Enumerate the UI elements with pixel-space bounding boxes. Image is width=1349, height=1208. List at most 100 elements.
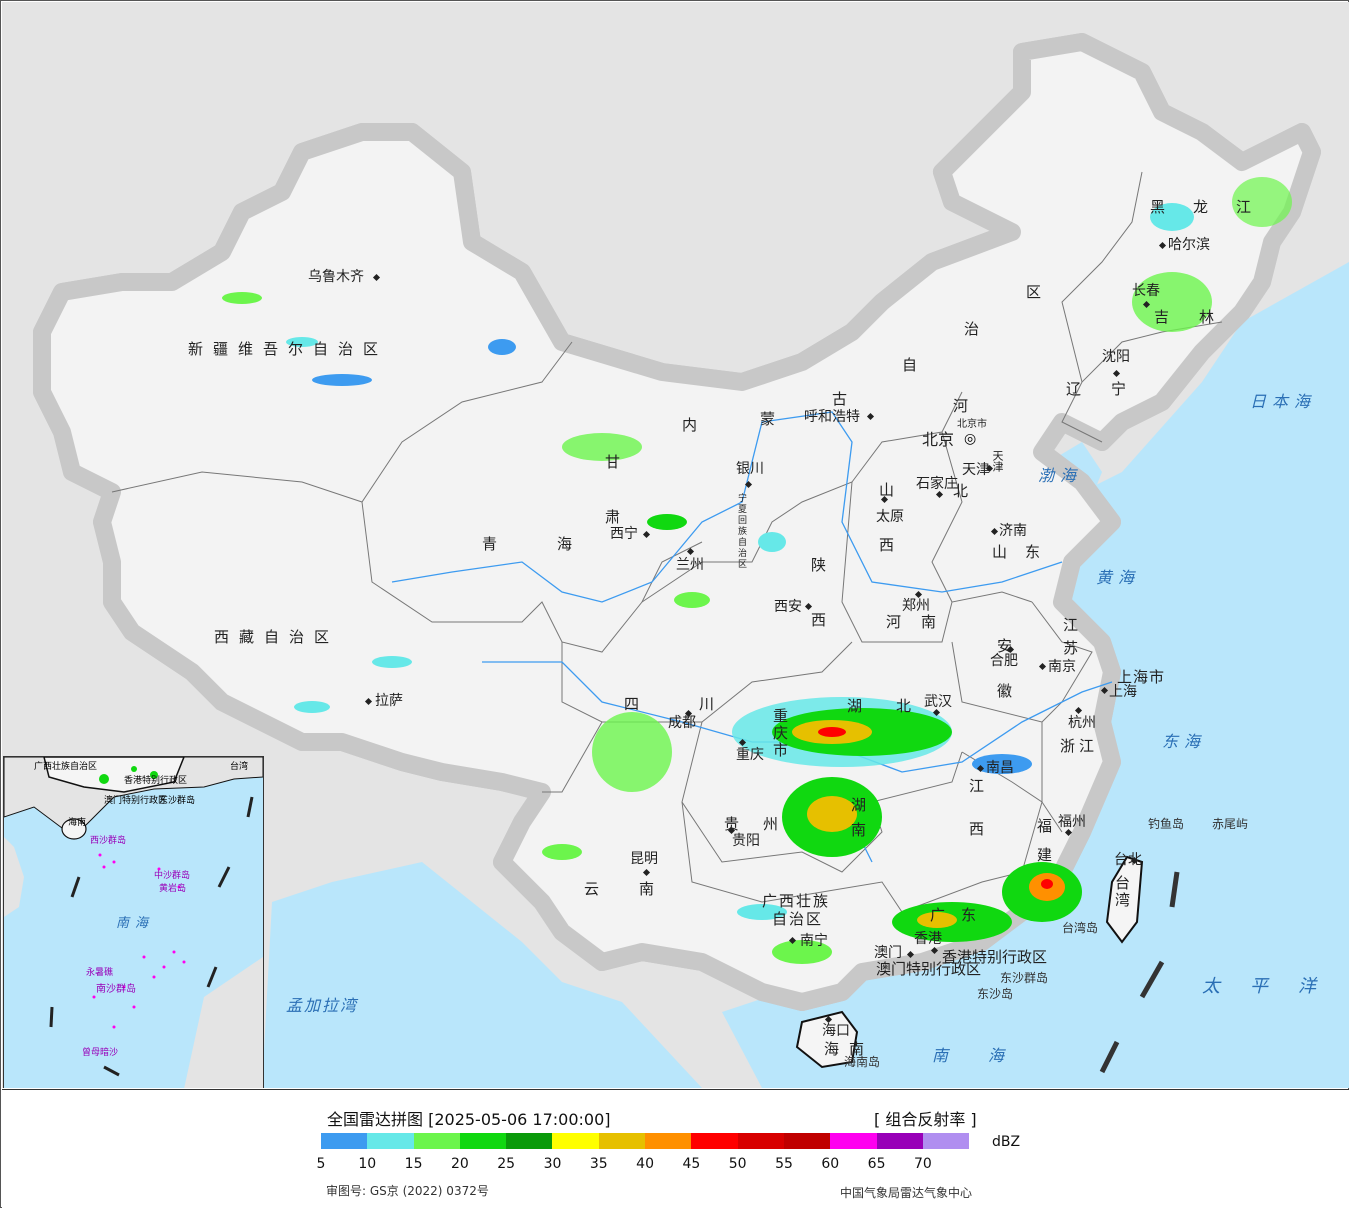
island-chiwei: 赤尾屿 (1212, 817, 1249, 831)
city-macau: 澳门 (874, 945, 902, 961)
scale-tick-label: 45 (682, 1156, 701, 1172)
city-lanzhou: 兰州 (676, 557, 704, 573)
radar-map: 新疆维吾尔自治区 西藏自治区 青海 甘肃 四川 云南 贵州 广西壮族 自治区 湖… (2, 2, 1349, 1088)
label-guangxi: 广西壮族 (762, 892, 831, 910)
scale-swatch (737, 1133, 784, 1149)
inset-south-sea: 南海 (116, 916, 155, 931)
city-nanning: 南宁 (800, 933, 828, 949)
label-xinjiang: 新疆维吾尔自治区 (188, 340, 389, 358)
label-liaoning: 辽宁 (1066, 380, 1157, 398)
scale-swatch (922, 1133, 970, 1149)
inset-huangyan: 黄岩岛 (159, 884, 187, 894)
scale-tick-label: 35 (589, 1156, 608, 1172)
label-hunan: 湖南 (849, 797, 867, 847)
city-lhasa: 拉萨 (375, 693, 403, 709)
scale-swatch (367, 1133, 414, 1149)
sea-huanghai: 黄海 (1096, 568, 1141, 587)
inset-nansha: 南沙群岛 (96, 984, 136, 995)
city-hefei: 合肥 (990, 653, 1018, 669)
inset-macau: 澳门特别行政区 (104, 796, 168, 806)
taiwan-island (1105, 855, 1144, 944)
capital-icon: ◎ (964, 431, 977, 447)
city-fuzhou: 福州 (1058, 814, 1086, 830)
label-henan: 河南 (886, 613, 957, 631)
city-yinchuan: 银川 (736, 461, 764, 477)
bay-of-bengal-area (262, 862, 702, 1088)
city-nanjing: 南京 (1048, 659, 1076, 675)
hainan-island (795, 1010, 859, 1069)
city-changchun: 长春 (1132, 283, 1160, 299)
label-zhejiang: 浙江 (1060, 737, 1099, 755)
label-qinghai: 青海 (482, 535, 633, 553)
legend-product: [ 组合反射率 ] (874, 1110, 977, 1129)
label-shanxi: 山西 (877, 482, 895, 592)
legend-unit: dBZ (992, 1134, 1021, 1150)
inset-zengmu: 曾母暗沙 (82, 1048, 119, 1058)
label-ningxia: 宁夏回族自治区 (738, 494, 748, 570)
scale-swatch (830, 1133, 877, 1149)
maritime-boundary (1099, 871, 1180, 1074)
scale-tick-label: 60 (821, 1156, 840, 1172)
east-sea-area (722, 262, 1349, 1088)
label-jiangxi: 江西 (967, 778, 985, 864)
city-shijiazhuang: 石家庄 (916, 476, 958, 492)
city-guiyang: 贵阳 (732, 833, 760, 849)
city-chongqing: 重庆 (736, 747, 764, 763)
scale-swatch (321, 1133, 368, 1149)
scale-swatch (506, 1133, 553, 1149)
label-xizang: 西藏自治区 (214, 628, 340, 646)
label-anhui: 安徽 (995, 638, 1013, 728)
label-neimeng-3: 古 (832, 390, 858, 408)
credit-label: 中国气象局雷达气象中心 (840, 1186, 973, 1200)
island-taiwan: 台湾岛 (1062, 921, 1099, 935)
city-hangzhou: 杭州 (1068, 715, 1096, 731)
label-fujian: 福建 (1035, 818, 1053, 876)
label-neimeng-5: 治 (964, 320, 990, 338)
label-beijing-shi: 北京市 (957, 419, 987, 430)
scale-swatch (876, 1133, 923, 1149)
city-beijing: 北京 (922, 430, 955, 449)
label-hongkong-sar: 香港特别行政区 (942, 948, 1048, 966)
city-xining: 西宁 (610, 526, 638, 542)
label-chongqing: 重庆市 (771, 708, 789, 759)
south-china-sea-inset: 广西壮族自治区 台湾 香港特别行政区 澳门特别行政区 东沙群岛 海南 西沙群岛 … (3, 756, 264, 1088)
city-zhengzhou: 郑州 (902, 598, 930, 614)
label-guangdong: 广东 (930, 906, 993, 924)
sea-bengal: 孟加拉湾 (286, 996, 359, 1015)
city-jinan: 济南 (999, 523, 1027, 539)
label-jiangsu: 江苏 (1061, 617, 1079, 663)
scale-tick-label: 20 (450, 1156, 469, 1172)
island-dongsha: 东沙岛 (977, 987, 1014, 1001)
label-neimeng-1: 内 (682, 416, 708, 434)
label-macau-sar: 澳门特别行政区 (876, 960, 982, 978)
sea-south-china: 南海 (932, 1046, 1045, 1065)
city-shanghai: 上海 (1109, 684, 1137, 700)
city-taiyuan: 太原 (876, 509, 904, 525)
inset-hainan: 海南 (68, 818, 87, 828)
island-hainan: 海南岛 (844, 1055, 881, 1069)
city-hohhot: 呼和浩特 (804, 409, 860, 425)
scale-tick-label: 15 (404, 1156, 423, 1172)
scale-swatch (783, 1133, 831, 1149)
scale-swatch (459, 1133, 507, 1149)
label-neimeng-4: 自 (902, 356, 928, 374)
scale-tick-label: 25 (497, 1156, 516, 1172)
inset-guangxi: 广西壮族自治区 (34, 762, 98, 772)
label-gansu: 甘肃 (603, 454, 621, 564)
city-harbin: 哈尔滨 (1168, 237, 1210, 253)
inset-taiwan: 台湾 (230, 762, 249, 772)
city-nanchang: 南昌 (986, 760, 1014, 776)
inset-yongshu: 永暑礁 (86, 968, 114, 978)
city-kunming: 昆明 (630, 851, 658, 867)
inset-canvas (4, 757, 263, 1088)
city-urumqi: 乌鲁木齐 (308, 269, 364, 285)
scale-swatch (413, 1133, 460, 1149)
label-tianjin-shi: 天津 (991, 450, 1004, 472)
inset-dongsha: 东沙群岛 (159, 796, 196, 806)
city-hongkong: 香港 (914, 931, 942, 947)
label-taiwan: 台湾 (1113, 875, 1131, 909)
scale-tick-label: 40 (636, 1156, 655, 1172)
scale-tick-label: 65 (867, 1156, 886, 1172)
scale-tick-label: 55 (775, 1156, 793, 1172)
